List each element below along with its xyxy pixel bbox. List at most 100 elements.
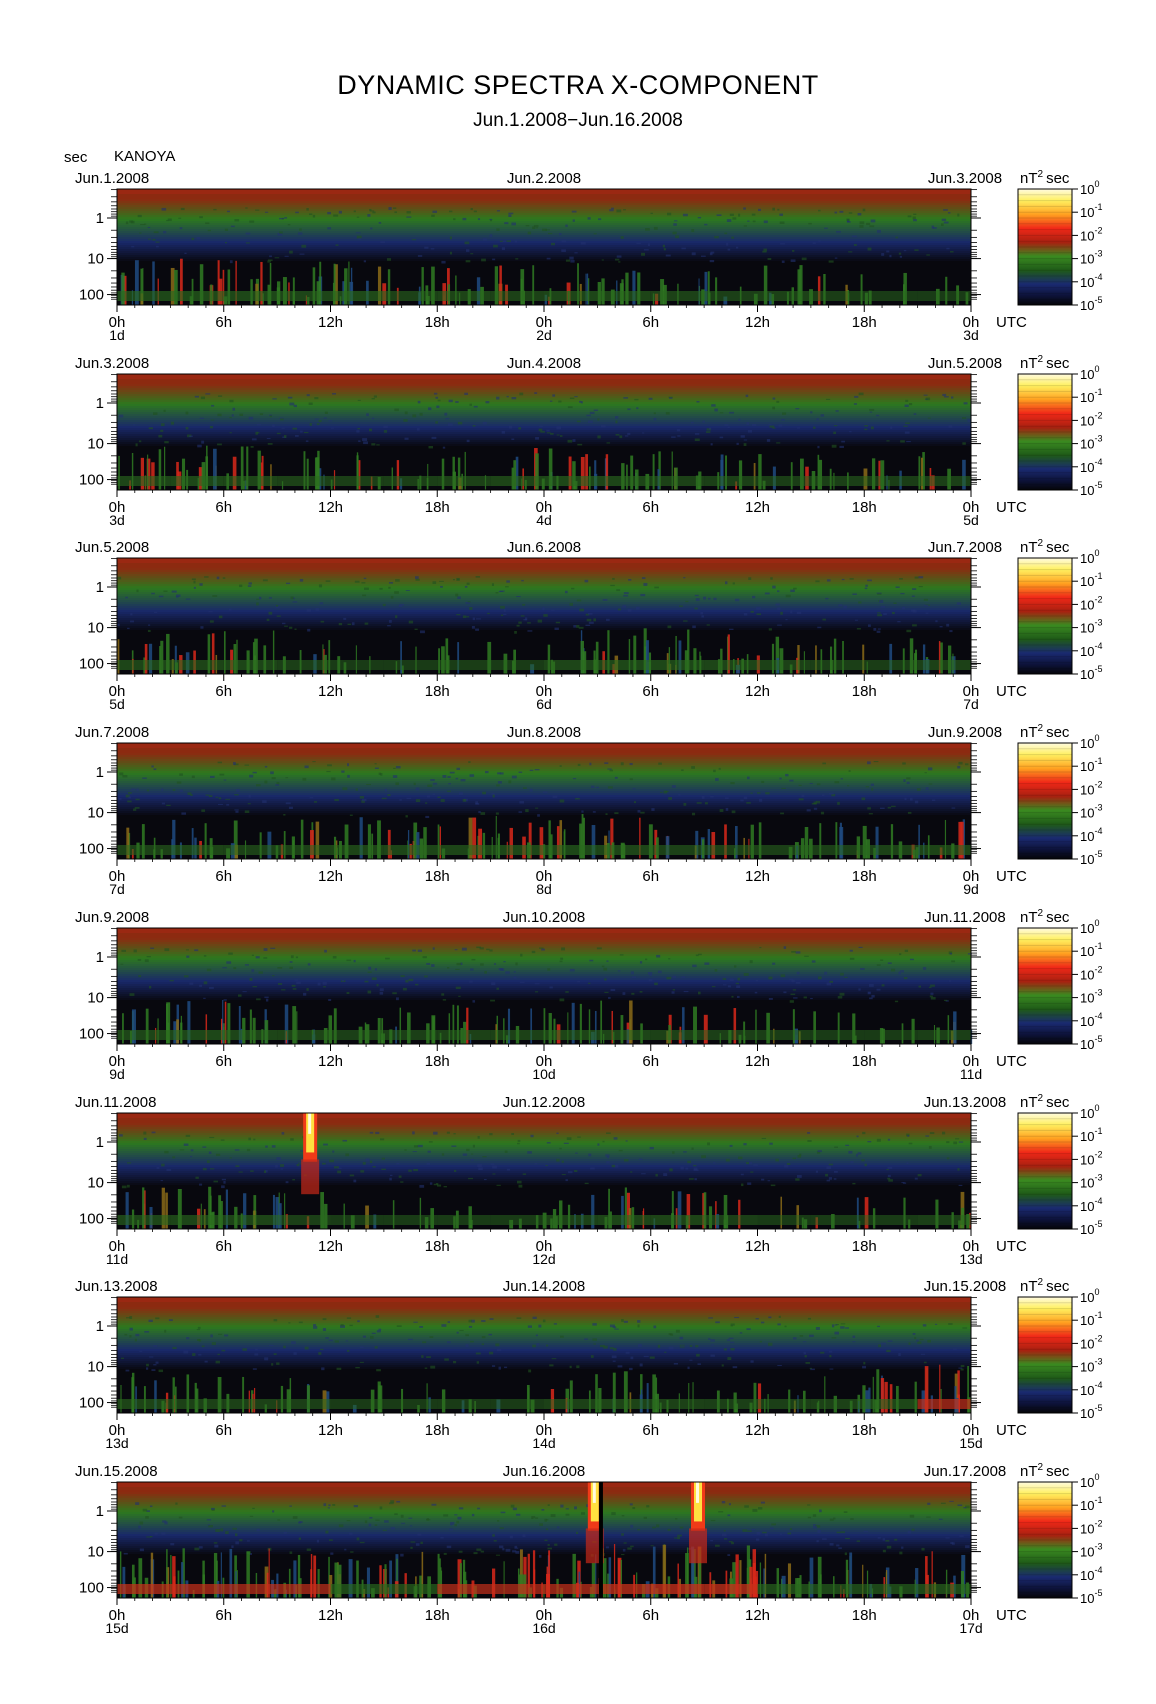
x-tick-label: 12h xyxy=(745,1053,770,1070)
colorbar-label: 100 xyxy=(1080,1103,1099,1121)
x-tick-label: 0h xyxy=(536,314,553,331)
colorbar-label: 10-3 xyxy=(1080,803,1102,821)
x-axis-unit: UTC xyxy=(996,683,1027,700)
y-tick-label: 10 xyxy=(87,1544,104,1561)
day-label: 5d xyxy=(963,512,979,528)
y-tick-label: 10 xyxy=(87,436,104,453)
date-left-label: Jun.3.2008 xyxy=(75,355,149,372)
colorbar-label: 100 xyxy=(1080,364,1099,382)
x-axis-unit: UTC xyxy=(996,1238,1027,1255)
date-left-label: Jun.5.2008 xyxy=(75,539,149,556)
x-tick-label: 18h xyxy=(425,314,450,331)
y-tick-label: 1 xyxy=(96,1318,104,1335)
y-tick-label: 1 xyxy=(96,1503,104,1520)
y-tick-label: 100 xyxy=(79,287,104,304)
y-tick-label: 100 xyxy=(79,472,104,489)
colorbar: nT2 sec 100 10-1 10-2 10-3 10-4 10-5 xyxy=(1017,538,1102,682)
colorbar-label: 10-2 xyxy=(1080,779,1102,797)
x-tick-label: 18h xyxy=(425,683,450,700)
colorbar-label: 10-5 xyxy=(1080,480,1102,498)
colorbar-label: 10-4 xyxy=(1080,641,1102,659)
day-label: 15d xyxy=(959,1435,982,1451)
x-axis-unit: UTC xyxy=(996,1607,1027,1624)
x-tick-label: 0h xyxy=(536,1422,553,1439)
date-right-label: Jun.17.2008 xyxy=(924,1463,1007,1480)
date-right-label: Jun.9.2008 xyxy=(928,724,1002,741)
x-tick-label: 6h xyxy=(215,1607,232,1624)
colorbar-label: 10-1 xyxy=(1080,1126,1102,1144)
colorbar-label: 10-2 xyxy=(1080,1518,1102,1536)
date-mid-label: Jun.6.2008 xyxy=(507,539,581,556)
y-tick-label: 10 xyxy=(87,805,104,822)
colorbar-label: 10-1 xyxy=(1080,941,1102,959)
day-label: 2d xyxy=(536,327,552,343)
colorbar-label: 10-1 xyxy=(1080,1310,1102,1328)
x-tick-label: 18h xyxy=(425,868,450,885)
y-tick-label: 100 xyxy=(79,1026,104,1043)
colorbar: nT2 sec 100 10-1 10-2 10-3 10-4 10-5 xyxy=(1017,354,1102,498)
colorbar-label: 100 xyxy=(1080,548,1099,566)
colorbar-label: 10-1 xyxy=(1080,571,1102,589)
x-tick-label: 12h xyxy=(745,314,770,331)
y-tick-label: 1 xyxy=(96,949,104,966)
day-label: 9d xyxy=(109,1066,125,1082)
colorbar: nT2 sec 100 10-1 10-2 10-3 10-4 10-5 xyxy=(1017,723,1102,867)
x-axis-unit: UTC xyxy=(996,1422,1027,1439)
date-left-label: Jun.9.2008 xyxy=(75,909,149,926)
x-tick-label: 18h xyxy=(425,1053,450,1070)
date-right-label: Jun.5.2008 xyxy=(928,355,1002,372)
spectrogram-panel: 1 10 100 0h 6h 12h 18h 0h 6h 12h 18h 0h UTC 7d 8d 9d Jun… xyxy=(75,723,1102,897)
x-tick-label: 0h xyxy=(109,868,126,885)
day-label: 9d xyxy=(963,881,979,897)
colorbar-label: 100 xyxy=(1080,733,1099,751)
x-tick-label: 18h xyxy=(852,1422,877,1439)
x-tick-label: 6h xyxy=(215,314,232,331)
colorbar-label: 10-3 xyxy=(1080,434,1102,452)
page-title: DYNAMIC SPECTRA X-COMPONENT xyxy=(337,70,819,100)
x-tick-label: 0h xyxy=(963,499,980,516)
y-tick-label: 1 xyxy=(96,395,104,412)
x-tick-label: 0h xyxy=(963,683,980,700)
x-tick-label: 18h xyxy=(425,1422,450,1439)
colorbar: nT2 sec 100 10-1 10-2 10-3 10-4 10-5 xyxy=(1017,169,1102,313)
colorbar-label: 100 xyxy=(1080,1287,1099,1305)
x-tick-label: 12h xyxy=(745,1422,770,1439)
y-tick-label: 1 xyxy=(96,210,104,227)
spectrogram-panel: 1 10 100 0h 6h 12h 18h 0h 6h 12h 18h 0h UTC 13d 14d 15d… xyxy=(75,1277,1102,1451)
colorbar: nT2 sec 100 10-1 10-2 10-3 10-4 10-5 xyxy=(1017,1462,1102,1606)
x-tick-label: 18h xyxy=(852,499,877,516)
colorbar-label: 10-4 xyxy=(1080,1011,1102,1029)
colorbar-unit: nT2 sec xyxy=(1020,169,1070,187)
x-tick-label: 0h xyxy=(963,1238,980,1255)
x-tick-label: 0h xyxy=(536,1053,553,1070)
x-tick-label: 12h xyxy=(745,499,770,516)
x-tick-label: 18h xyxy=(425,1607,450,1624)
colorbar: nT2 sec 100 10-1 10-2 10-3 10-4 10-5 xyxy=(1017,1093,1102,1237)
date-left-label: Jun.11.2008 xyxy=(75,1094,156,1111)
date-mid-label: Jun.2.2008 xyxy=(507,170,581,187)
x-axis-unit: UTC xyxy=(996,1053,1027,1070)
day-label: 8d xyxy=(536,881,552,897)
day-label: 3d xyxy=(109,512,125,528)
date-left-label: Jun.1.2008 xyxy=(75,170,149,187)
colorbar-label: 10-5 xyxy=(1080,295,1102,313)
colorbar-label: 10-5 xyxy=(1080,664,1102,682)
spectrogram-panel: 1 10 100 0h 6h 12h 18h 0h 6h 12h 18h 0h UTC 11d 12d 13d… xyxy=(75,1093,1102,1267)
y-tick-label: 10 xyxy=(87,251,104,268)
day-label: 12d xyxy=(532,1251,555,1267)
x-tick-label: 0h xyxy=(109,1238,126,1255)
y-tick-label: 100 xyxy=(79,1580,104,1597)
spectrogram-panel: 1 10 100 0h 6h 12h 18h 0h 6h 12h 18h 0h UTC 9d 10d 11d J… xyxy=(75,908,1102,1082)
day-label: 7d xyxy=(109,881,125,897)
y-tick-label: 10 xyxy=(87,620,104,637)
x-tick-label: 0h xyxy=(963,868,980,885)
colorbar-label: 10-5 xyxy=(1080,849,1102,867)
x-tick-label: 0h xyxy=(963,1053,980,1070)
day-label: 7d xyxy=(963,696,979,712)
x-tick-label: 12h xyxy=(745,1607,770,1624)
colorbar-label: 10-2 xyxy=(1080,964,1102,982)
day-label: 13d xyxy=(105,1435,128,1451)
colorbar: nT2 sec 100 10-1 10-2 10-3 10-4 10-5 xyxy=(1017,1277,1102,1421)
x-tick-label: 0h xyxy=(963,314,980,331)
